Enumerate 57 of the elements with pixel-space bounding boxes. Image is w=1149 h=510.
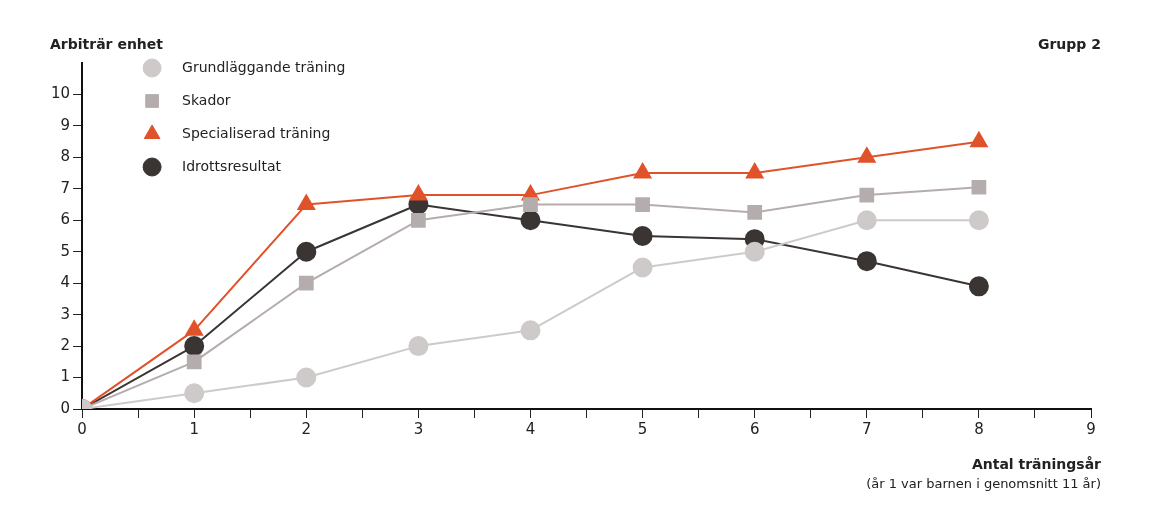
y-tick-label: 3: [60, 304, 71, 323]
y-axis-title: Arbiträr enhet: [50, 36, 163, 52]
y-tick-label: 8: [60, 147, 71, 166]
legend-label: Specialiserad träning: [182, 124, 331, 141]
x-tick-label: 4: [525, 419, 536, 438]
y-tick-label: 7: [60, 178, 71, 197]
y-tick-label: 1: [60, 367, 71, 386]
point: [409, 185, 428, 201]
point: [858, 147, 876, 163]
point: [970, 131, 988, 148]
point: [744, 241, 765, 262]
text: Grupp 2: [1037, 36, 1101, 52]
point: [411, 212, 426, 228]
point: [633, 163, 652, 179]
point: [856, 210, 877, 231]
point: [971, 179, 987, 195]
point: [968, 210, 989, 231]
point: [520, 210, 541, 231]
x-tick-label: 9: [1086, 419, 1096, 438]
text: (år 1 var barnen i genomsnitt 11 år): [866, 476, 1101, 491]
point: [184, 336, 205, 357]
point: [184, 383, 205, 404]
x-tick-label: 0: [77, 419, 87, 438]
y-tick-label: 0: [60, 398, 71, 417]
point: [747, 205, 763, 220]
point: [186, 354, 202, 370]
x-axis-title: Antal träningsår: [971, 456, 1101, 472]
point: [635, 197, 650, 212]
x-tick-label: 5: [637, 419, 648, 438]
point: [408, 336, 429, 357]
legend-label: Idrottsresultat: [182, 157, 282, 174]
point: [632, 257, 653, 278]
y-tick-label: 4: [60, 273, 71, 292]
point: [296, 241, 317, 262]
point: [523, 197, 538, 212]
point: [632, 226, 653, 246]
x-tick-label: 7: [862, 419, 872, 438]
point: [298, 275, 314, 291]
point: [520, 320, 541, 341]
y-tick-label: 10: [50, 84, 71, 103]
x-tick-label: 2: [301, 419, 312, 438]
point: [968, 276, 989, 297]
x-tick-label: 1: [189, 419, 199, 438]
point: [297, 194, 316, 211]
point: [856, 251, 877, 272]
x-tick-label: 8: [974, 419, 984, 438]
legend-label: Grundläggande träning: [182, 58, 346, 75]
y-tick-label: 5: [60, 241, 71, 260]
x-tick-label: 6: [749, 419, 760, 438]
y-tick-label: 2: [60, 335, 71, 354]
point: [296, 367, 317, 388]
x-tick-label: 3: [413, 419, 424, 438]
point: [745, 163, 764, 179]
point: [859, 187, 875, 203]
legend-label: Skador: [182, 91, 231, 108]
y-tick-label: 9: [60, 115, 71, 134]
y-tick-label: 6: [60, 210, 71, 229]
